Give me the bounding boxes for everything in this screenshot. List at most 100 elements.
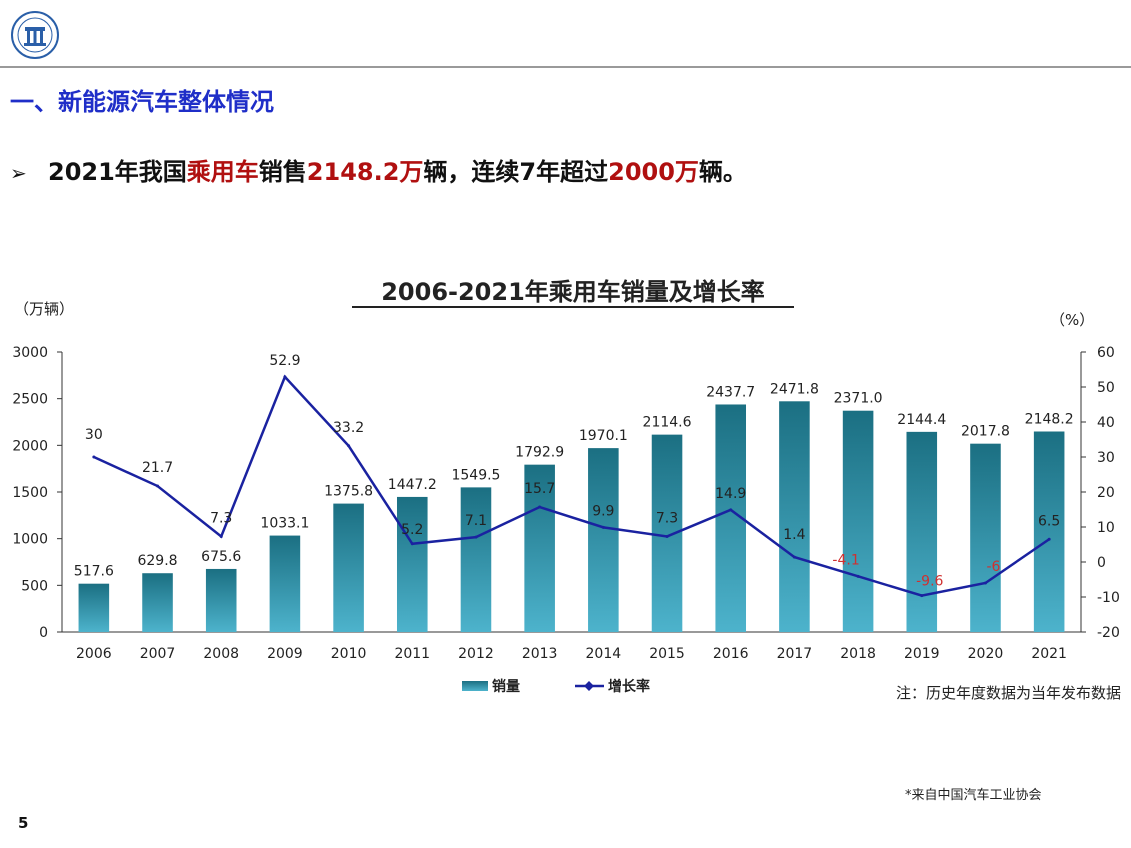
growth-rate-point-2015 xyxy=(665,534,669,538)
right-axis-tick-label: 0 xyxy=(1097,555,1106,571)
growth-rate-label: 21.7 xyxy=(142,460,173,476)
x-axis-tick-label: 2016 xyxy=(713,646,749,662)
bar-value-label: 1447.2 xyxy=(388,477,437,493)
left-axis-unit: （万辆） xyxy=(14,300,74,318)
bar-2008 xyxy=(205,568,237,632)
growth-rate-label: 7.1 xyxy=(465,513,487,529)
bar-2017 xyxy=(779,401,810,632)
bar-2018 xyxy=(842,410,874,632)
bar-value-label: 2017.8 xyxy=(961,424,1010,440)
right-axis-tick-label: 60 xyxy=(1097,345,1115,361)
x-axis-tick-label: 2014 xyxy=(586,646,622,662)
arrow-bullet-icon: ➢ xyxy=(10,161,27,185)
bar-value-label: 1792.9 xyxy=(515,445,564,461)
left-axis-tick-label: 2000 xyxy=(12,438,48,454)
legend-bar-swatch xyxy=(462,681,488,691)
bar-2009 xyxy=(269,535,301,632)
growth-rate-point-2019 xyxy=(920,594,924,598)
growth-rate-point-2016 xyxy=(729,508,733,512)
growth-rate-point-2013 xyxy=(538,505,542,509)
headline-fragment: 辆，连续7年超过 xyxy=(423,158,609,186)
headline-fragment: 2021年我国 xyxy=(48,158,187,186)
growth-rate-label: 7.3 xyxy=(656,510,678,526)
bar-2011 xyxy=(396,496,428,632)
growth-rate-label: 7.3 xyxy=(210,510,232,526)
growth-rate-point-2011 xyxy=(410,542,414,546)
x-axis-tick-label: 2019 xyxy=(904,646,940,662)
section-title: 一、新能源汽车整体情况 xyxy=(10,88,274,116)
x-axis-tick-label: 2012 xyxy=(458,646,494,662)
right-axis-tick-label: -20 xyxy=(1097,625,1120,641)
bar-2019 xyxy=(906,431,938,632)
chart-canvas: 2006-2021年乘用车销量及增长率（万辆）（%）05001000150020… xyxy=(12,278,1121,702)
x-axis-tick-label: 2015 xyxy=(649,646,685,662)
growth-rate-label: 14.9 xyxy=(715,486,746,502)
chart-title: 2006-2021年乘用车销量及增长率 xyxy=(381,278,765,306)
growth-rate-point-2012 xyxy=(474,535,478,539)
headline-bullet: ➢ 2021年我国乘用车销售2148.2万辆，连续7年超过2000万辆。 xyxy=(10,152,747,187)
left-axis-tick-label: 0 xyxy=(39,625,48,641)
headline-highlight: 乘用车 xyxy=(186,158,259,186)
growth-rate-label: 52.9 xyxy=(269,353,300,369)
right-axis-tick-label: 50 xyxy=(1097,380,1115,396)
x-axis-tick-label: 2007 xyxy=(140,646,176,662)
x-axis-tick-label: 2018 xyxy=(840,646,876,662)
bar-2012 xyxy=(460,487,492,632)
x-axis-tick-label: 2010 xyxy=(331,646,367,662)
growth-rate-point-2009 xyxy=(283,375,287,379)
sales-growth-chart: 2006-2021年乘用车销量及增长率 （万辆） （%） 0 500 1000 1500 20… xyxy=(0,262,1131,714)
x-axis-tick-label: 2020 xyxy=(968,646,1004,662)
bar-value-label: 1375.8 xyxy=(324,484,373,500)
university-logo xyxy=(10,10,60,60)
headline-fragment: 辆。 xyxy=(698,158,747,186)
growth-rate-label: 1.4 xyxy=(783,527,805,543)
growth-rate-point-2021 xyxy=(1047,537,1051,541)
growth-rate-point-2017 xyxy=(792,555,796,559)
bar-2007 xyxy=(142,573,173,632)
headline-text: 2021年我国乘用车销售2148.2万辆，连续7年超过2000万辆。 xyxy=(48,158,747,186)
x-axis-tick-label: 2009 xyxy=(267,646,303,662)
headline-highlight: 2148.2万 xyxy=(306,158,424,186)
page-number: 5 xyxy=(18,814,29,832)
bar-value-label: 629.8 xyxy=(137,553,177,569)
chart-note: 注：历史年度数据为当年发布数据 xyxy=(896,684,1121,702)
growth-rate-label: 33.2 xyxy=(333,420,364,436)
headline-fragment: 销售 xyxy=(258,158,307,186)
right-axis-tick-label: 40 xyxy=(1097,415,1115,431)
source-note: *来自中国汽车工业协会 xyxy=(905,788,1042,803)
growth-rate-label: 9.9 xyxy=(592,503,614,519)
bar-2006 xyxy=(78,583,110,632)
growth-rate-label: 30 xyxy=(85,427,103,443)
right-axis-unit: （%） xyxy=(1050,311,1094,329)
bar-2013 xyxy=(524,464,555,632)
header-divider xyxy=(0,66,1131,68)
x-axis-tick-label: 2021 xyxy=(1031,646,1067,662)
right-axis-tick-label: 30 xyxy=(1097,450,1115,466)
left-axis-tick-label: 3000 xyxy=(12,345,48,361)
right-axis-tick-label: -10 xyxy=(1097,590,1120,606)
left-axis-tick-label: 1500 xyxy=(12,485,48,501)
x-axis-tick-label: 2011 xyxy=(394,646,430,662)
bar-value-label: 2144.4 xyxy=(897,412,946,428)
x-axis-tick-label: 2017 xyxy=(777,646,813,662)
growth-rate-label: -6 xyxy=(986,559,1000,575)
legend-line-marker xyxy=(584,681,594,691)
bar-2014 xyxy=(588,448,619,632)
growth-rate-point-2020 xyxy=(983,581,987,585)
headline-highlight: 2000万 xyxy=(608,158,699,186)
bar-2021 xyxy=(1033,431,1065,632)
bar-value-label: 2371.0 xyxy=(834,391,883,407)
bar-value-label: 2471.8 xyxy=(770,381,819,397)
left-axis-tick-label: 1000 xyxy=(12,532,48,548)
x-axis-tick-label: 2008 xyxy=(203,646,239,662)
bar-value-label: 2114.6 xyxy=(643,415,692,431)
bar-2020 xyxy=(970,443,1001,632)
bar-value-label: 675.6 xyxy=(201,549,241,565)
growth-rate-line xyxy=(93,374,1050,597)
bar-value-label: 2437.7 xyxy=(706,384,755,400)
bar-value-label: 1033.1 xyxy=(260,516,309,532)
growth-rate-point-2006 xyxy=(92,455,96,459)
growth-rate-label: -4.1 xyxy=(832,552,859,568)
right-axis-tick-label: 20 xyxy=(1097,485,1115,501)
bar-value-label: 517.6 xyxy=(74,564,114,580)
